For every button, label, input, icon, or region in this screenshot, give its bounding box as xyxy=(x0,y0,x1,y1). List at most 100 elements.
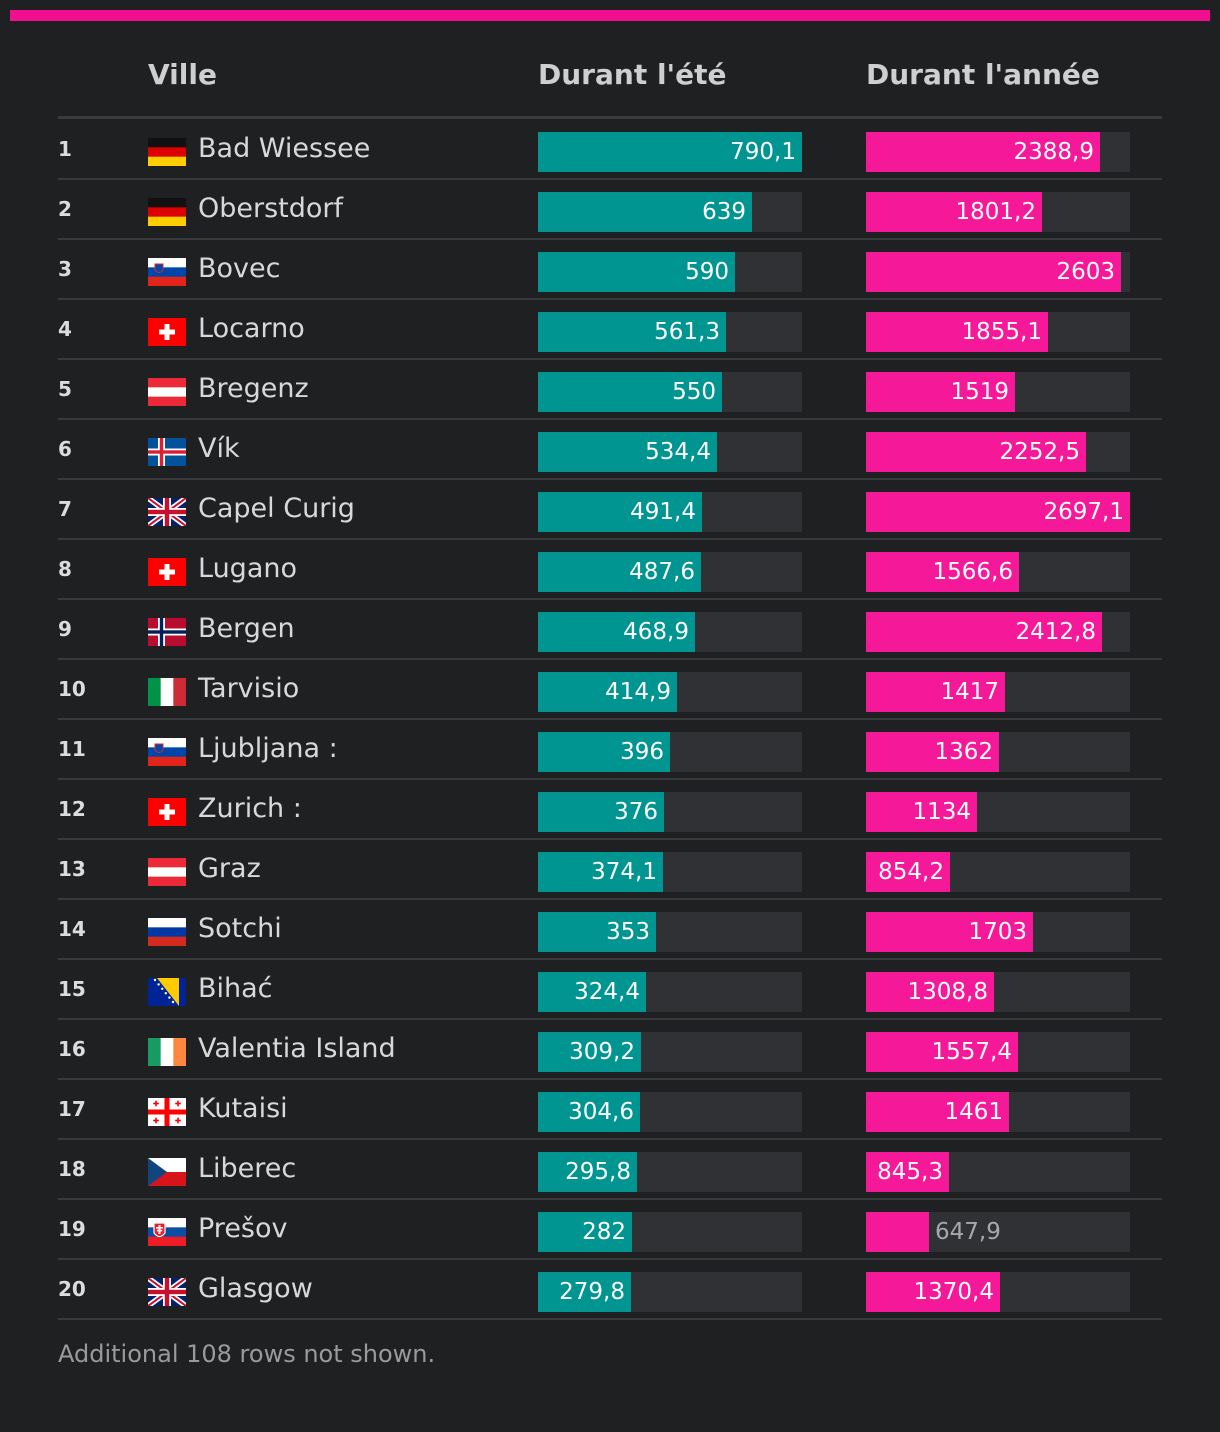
summer-bar xyxy=(538,732,670,772)
city-name: Vík xyxy=(198,433,240,464)
year-value-label: 2603 xyxy=(1056,259,1115,285)
summer-bar-track: 491,4 xyxy=(538,492,802,532)
city-name: Prešov xyxy=(198,1213,288,1244)
table-row: 14 Sotchi 353 1703 xyxy=(58,900,1162,960)
year-bar-track: 1362 xyxy=(866,732,1130,772)
city-name: Bergen xyxy=(198,613,295,644)
year-bar-track: 2412,8 xyxy=(866,612,1130,652)
year-bar xyxy=(866,912,1033,952)
year-bar-track: 1855,1 xyxy=(866,312,1130,352)
city-name: Locarno xyxy=(198,313,305,344)
flag-is-icon xyxy=(148,438,186,466)
table-row: 17 Kutaisi 304,6 1461 xyxy=(58,1080,1162,1140)
rank-number: 14 xyxy=(58,917,86,941)
summer-bar xyxy=(538,132,802,172)
year-bar xyxy=(866,432,1086,472)
accent-bar xyxy=(10,10,1210,21)
city-name: Bovec xyxy=(198,253,281,284)
summer-value-label: 414,9 xyxy=(605,679,671,705)
city-name: Bihać xyxy=(198,973,273,1004)
flag-ru-icon xyxy=(148,918,186,946)
year-bar-track: 1417 xyxy=(866,672,1130,712)
year-bar-track: 1134 xyxy=(866,792,1130,832)
summer-bar-track: 534,4 xyxy=(538,432,802,472)
flag-ie-icon xyxy=(148,1038,186,1066)
year-value-label: 1855,1 xyxy=(961,319,1042,345)
year-bar xyxy=(866,492,1130,532)
year-bar xyxy=(866,312,1048,352)
city-name: Sotchi xyxy=(198,913,282,944)
summer-bar xyxy=(538,432,717,472)
rank-number: 17 xyxy=(58,1097,86,1121)
summer-bar-track: 550 xyxy=(538,372,802,412)
flag-ch-icon xyxy=(148,558,186,586)
year-value-label: 1417 xyxy=(940,679,999,705)
rank-number: 10 xyxy=(58,677,86,701)
rank-number: 9 xyxy=(58,617,72,641)
summer-bar-track: 790,1 xyxy=(538,132,802,172)
summer-bar-track: 376 xyxy=(538,792,802,832)
summer-value-label: 324,4 xyxy=(574,979,640,1005)
summer-bar-track: 414,9 xyxy=(538,672,802,712)
table-row: 18 Liberec 295,8 845,3 xyxy=(58,1140,1162,1200)
header-divider xyxy=(58,116,1162,119)
year-bar xyxy=(866,1032,1018,1072)
rank-number: 8 xyxy=(58,557,72,581)
summer-value-label: 790,1 xyxy=(730,139,796,165)
summer-value-label: 639 xyxy=(702,199,746,225)
summer-bar xyxy=(538,492,702,532)
summer-bar-track: 487,6 xyxy=(538,552,802,592)
year-bar-track: 1557,4 xyxy=(866,1032,1130,1072)
table-row: 9 Bergen 468,9 2412,8 xyxy=(58,600,1162,660)
flag-sk-icon xyxy=(148,1218,186,1246)
year-bar-track: 1519 xyxy=(866,372,1130,412)
rank-number: 4 xyxy=(58,317,72,341)
flag-ch-icon xyxy=(148,318,186,346)
city-name: Graz xyxy=(198,853,261,884)
flag-at-icon xyxy=(148,858,186,886)
rank-number: 2 xyxy=(58,197,72,221)
summer-bar-track: 295,8 xyxy=(538,1152,802,1192)
flag-de-icon xyxy=(148,198,186,226)
city-name: Valentia Island xyxy=(198,1033,396,1064)
summer-value-label: 550 xyxy=(672,379,716,405)
table-row: 1 Bad Wiessee 790,1 2388,9 xyxy=(58,120,1162,180)
summer-value-label: 309,2 xyxy=(569,1039,635,1065)
summer-bar-track: 282 xyxy=(538,1212,802,1252)
flag-cz-icon xyxy=(148,1158,186,1186)
year-value-label: 647,9 xyxy=(935,1219,1001,1245)
rank-number: 11 xyxy=(58,737,86,761)
table-row: 5 Bregenz 550 1519 xyxy=(58,360,1162,420)
summer-bar-track: 396 xyxy=(538,732,802,772)
rank-number: 13 xyxy=(58,857,86,881)
summer-bar-track: 639 xyxy=(538,192,802,232)
summer-value-label: 353 xyxy=(606,919,650,945)
rank-number: 16 xyxy=(58,1037,86,1061)
summer-bar-track: 279,8 xyxy=(538,1272,802,1312)
year-bar-track: 647,9 xyxy=(866,1212,1130,1252)
summer-bar xyxy=(538,1032,641,1072)
year-value-label: 2697,1 xyxy=(1043,499,1124,525)
rank-number: 20 xyxy=(58,1277,86,1301)
year-bar-track: 1308,8 xyxy=(866,972,1130,1012)
year-bar xyxy=(866,1152,949,1192)
table-row: 12 Zurich : 376 1134 xyxy=(58,780,1162,840)
table-row: 11 Ljubljana : 396 1362 xyxy=(58,720,1162,780)
year-value-label: 1566,6 xyxy=(932,559,1013,585)
summer-bar-track: 309,2 xyxy=(538,1032,802,1072)
year-bar xyxy=(866,612,1102,652)
city-name: Kutaisi xyxy=(198,1093,288,1124)
table-row: 10 Tarvisio 414,9 1417 xyxy=(58,660,1162,720)
year-bar xyxy=(866,732,999,772)
rank-number: 15 xyxy=(58,977,86,1001)
year-value-label: 1134 xyxy=(912,799,971,825)
summer-bar xyxy=(538,972,646,1012)
summer-value-label: 468,9 xyxy=(623,619,689,645)
city-name: Tarvisio xyxy=(198,673,300,704)
table-row: 3 Bovec 590 2603 xyxy=(58,240,1162,300)
rank-number: 1 xyxy=(58,137,72,161)
year-bar-track: 854,2 xyxy=(866,852,1130,892)
summer-bar xyxy=(538,252,735,292)
year-value-label: 2412,8 xyxy=(1015,619,1096,645)
header-annee: Durant l'année xyxy=(866,58,1100,91)
